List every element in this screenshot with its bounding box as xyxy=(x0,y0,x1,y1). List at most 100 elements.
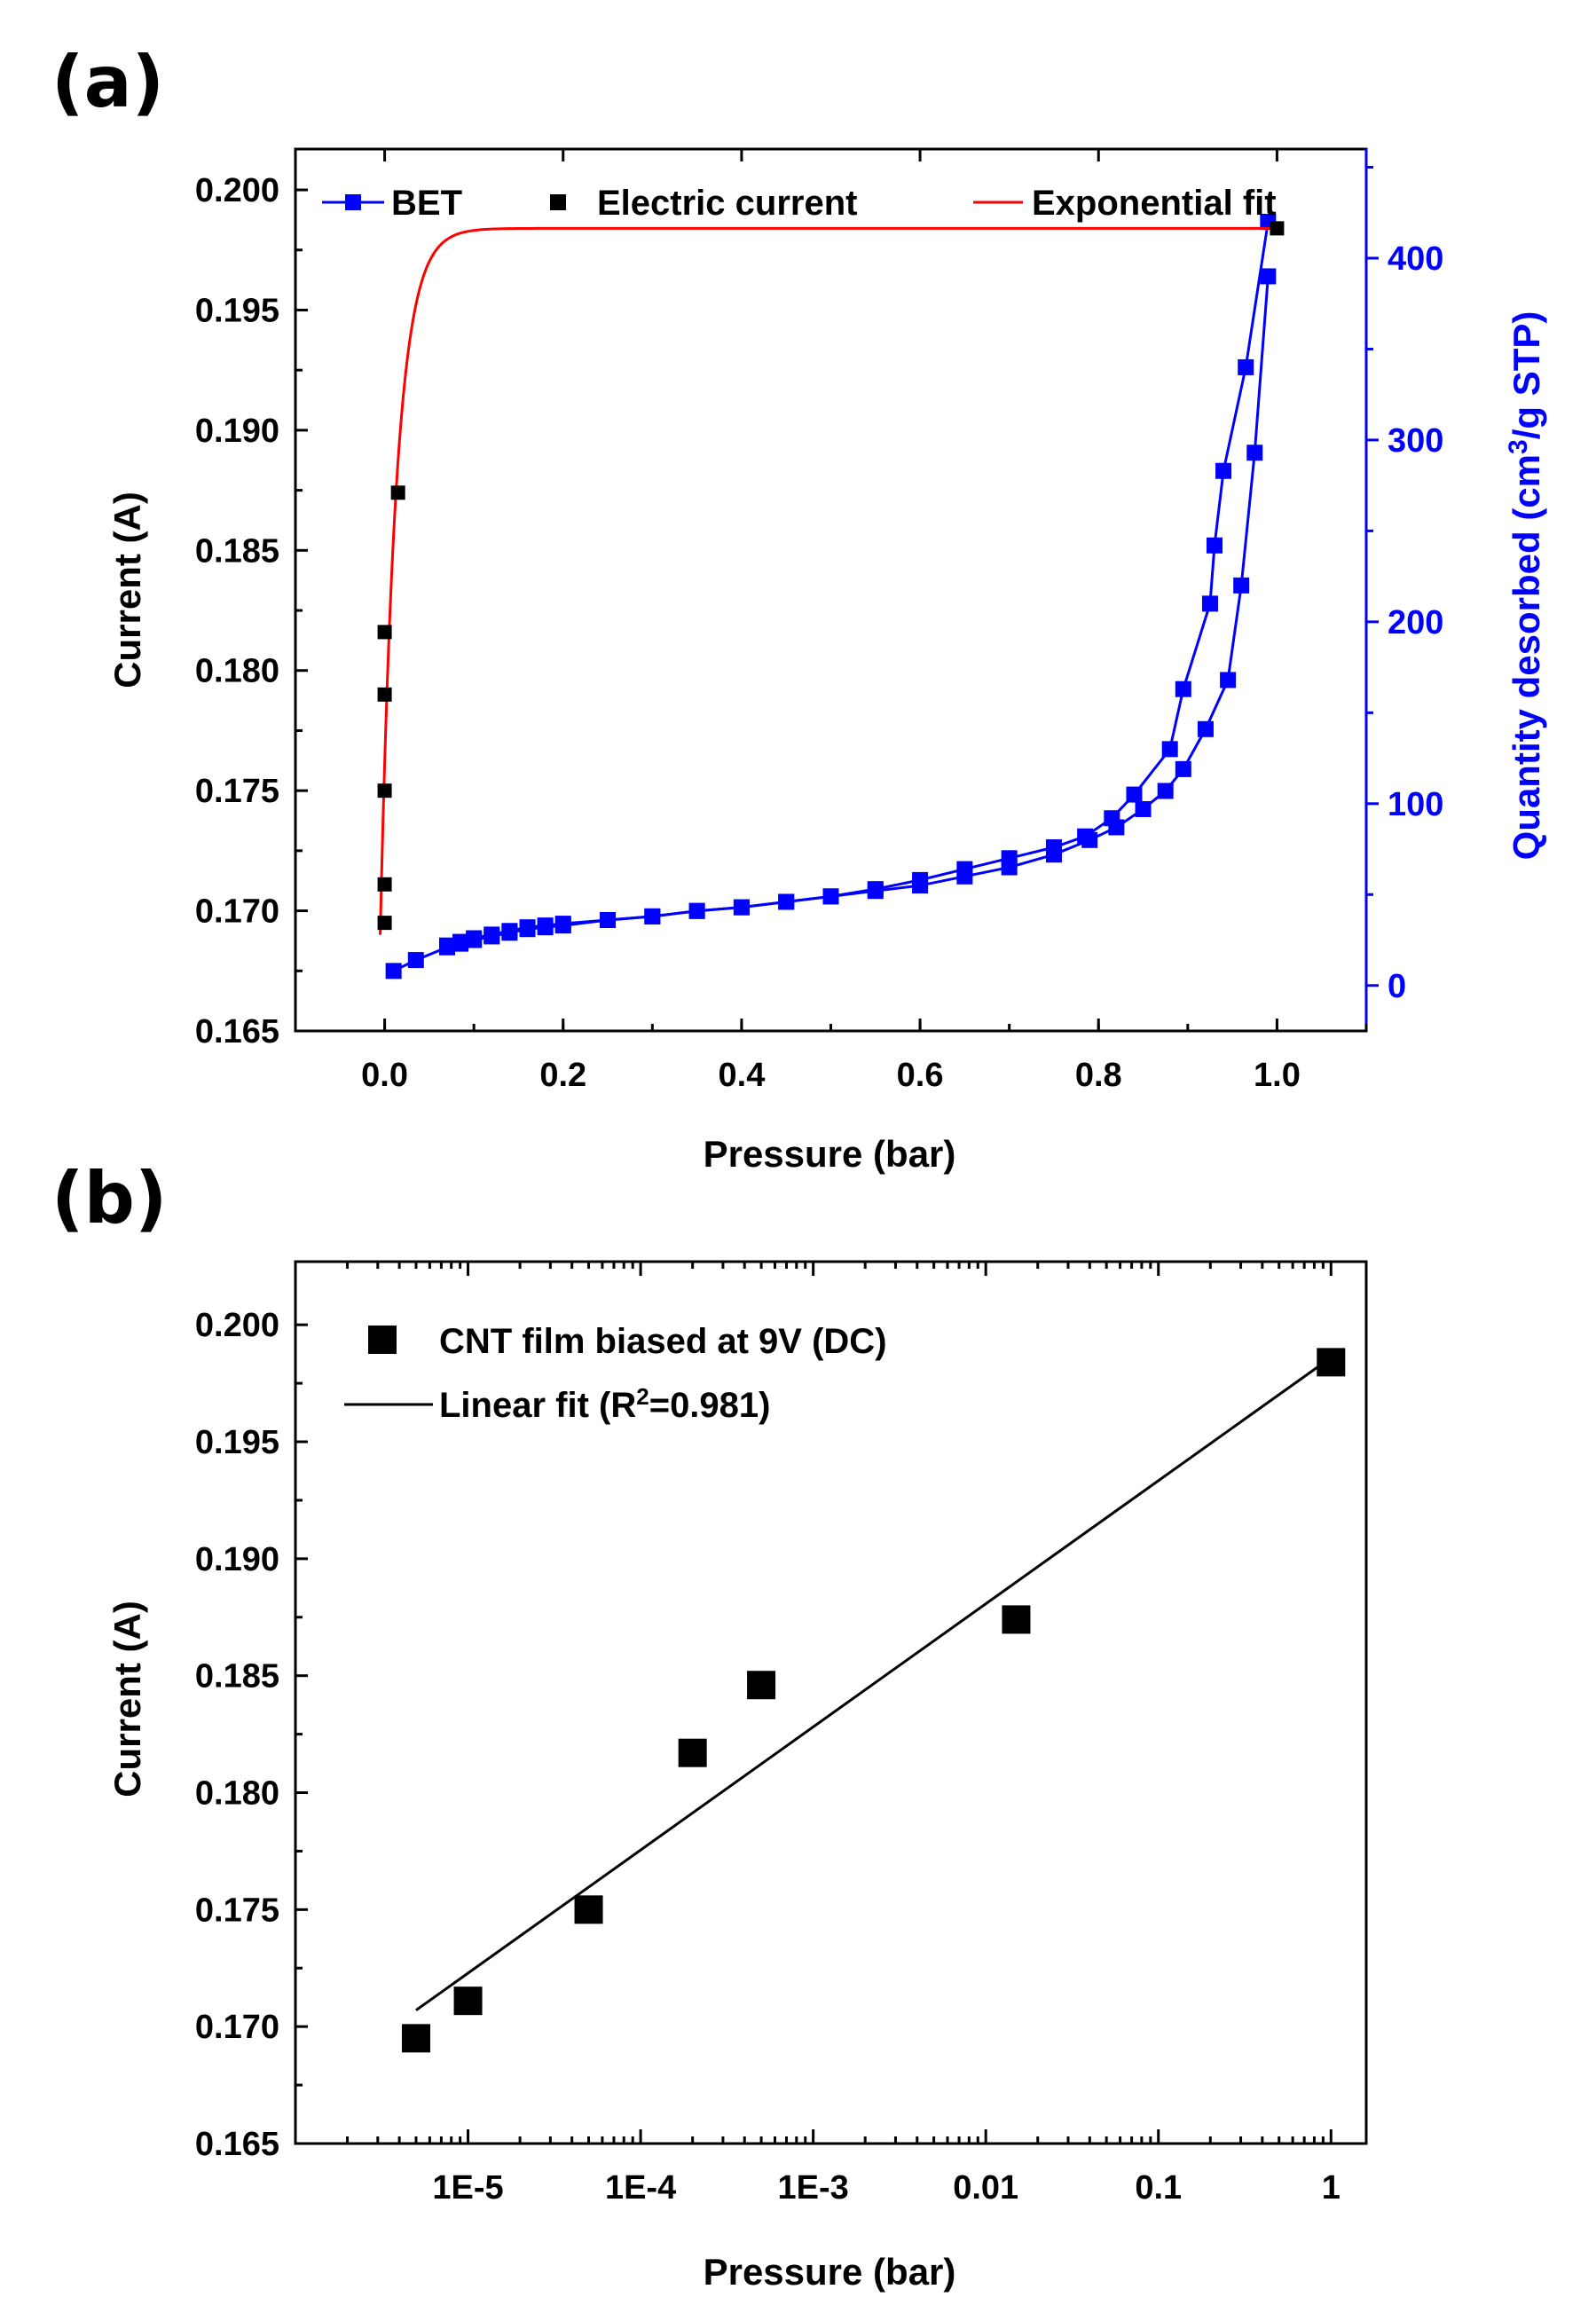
cnt-point xyxy=(1002,1605,1031,1634)
x-tick-label: 1E-5 xyxy=(432,2169,503,2207)
bet-point xyxy=(554,916,571,932)
panel-b-y-axis-label: Current (A) xyxy=(106,1601,148,1798)
bet-point xyxy=(733,899,750,916)
cnt-point xyxy=(453,1987,483,2016)
panel-b-ticks: 1E-5 1E-4 1E-3 0.01 0.1 1 0.165 0.170 0.175 0.180… xyxy=(195,1262,1340,2207)
panel-a-legend: BET Electric current Exponential fit xyxy=(322,184,1277,223)
panel-a-y-axis-label: Current (A) xyxy=(106,492,148,688)
panel-a-x-axis-label: Pressure (bar) xyxy=(704,1133,956,1175)
panel-b: (b) 1E-5 1E-4 1E-3 0.01 0.1 1 0.165 0.170 0.175 0… xyxy=(51,1157,1368,2293)
bet-point xyxy=(1175,760,1191,777)
panel-b-frame xyxy=(294,1260,1368,2145)
bet-point xyxy=(1197,720,1214,737)
legend-cnt-label: CNT film biased at 9V (DC) xyxy=(439,1322,887,1361)
x-tick-label: 0.2 xyxy=(539,1057,586,1094)
bet-point xyxy=(501,923,518,940)
y2-tick-label: 300 xyxy=(1388,422,1443,460)
y-tick-label: 0.200 xyxy=(195,1307,279,1344)
bet-point xyxy=(1260,268,1277,285)
current-point xyxy=(377,687,392,702)
panel-a-ticks: 0.0 0.2 0.4 0.6 0.8 1.0 0.165 0.170 0.175 0.180 0.… xyxy=(195,149,1443,1094)
x-tick-label: 0.01 xyxy=(953,2169,1018,2207)
y-tick-label: 0.200 xyxy=(195,172,279,209)
x-tick-label: 1 xyxy=(1322,2169,1340,2207)
bet-point xyxy=(1126,786,1143,803)
bet-point xyxy=(688,902,705,919)
x-tick-label: 0.8 xyxy=(1075,1057,1122,1094)
x-tick-label: 0.0 xyxy=(361,1057,408,1094)
panel-b-legend: CNT film biased at 9V (DC) Linear fit (R… xyxy=(344,1322,887,1425)
y-tick-label: 0.195 xyxy=(195,292,279,329)
current-point xyxy=(377,916,392,931)
current-point xyxy=(1270,221,1285,236)
current-point xyxy=(377,783,392,799)
legend-linear-fit-sup: 2 xyxy=(636,1383,649,1410)
y2-label-pre: Quantity desorbed (cm xyxy=(1506,454,1547,860)
bet-point xyxy=(1135,800,1152,817)
bet-point xyxy=(537,917,554,934)
bet-point xyxy=(1045,839,1062,856)
bet-point xyxy=(452,933,469,950)
y2-tick-label: 200 xyxy=(1388,604,1443,641)
x-tick-label: 1E-3 xyxy=(778,2169,849,2207)
bet-branch_upper-line xyxy=(446,221,1270,948)
y-tick-label: 0.185 xyxy=(195,1658,279,1695)
bet-point xyxy=(1215,462,1232,479)
legend-linear-fit-label: Linear fit (R2=0.981) xyxy=(439,1383,770,1425)
bet-point xyxy=(1175,681,1191,697)
y-tick-label: 0.170 xyxy=(195,893,279,931)
y-tick-label: 0.185 xyxy=(195,532,279,570)
bet-point xyxy=(407,952,424,969)
y2-tick-label: 100 xyxy=(1388,786,1443,823)
legend-linear-fit-pre: Linear fit (R xyxy=(439,1386,636,1425)
y-tick-label: 0.180 xyxy=(195,1775,279,1813)
exponential-fit-line xyxy=(379,226,1278,935)
y-tick-label: 0.190 xyxy=(195,1541,279,1578)
y2-tick-label: 0 xyxy=(1388,968,1406,1005)
y-tick-label: 0.165 xyxy=(195,2126,279,2163)
panel-b-x-axis-label: Pressure (bar) xyxy=(704,2251,956,2293)
panel-b-label: (b) xyxy=(51,1157,167,1239)
current-point xyxy=(390,485,405,500)
y2-label-post: /g STP) xyxy=(1506,311,1547,440)
y-tick-label: 0.175 xyxy=(195,773,279,810)
panel-a: (a) 0.0 0.2 0.4 0.6 0.8 1.0 0.165 0.170 0.175 0.1… xyxy=(51,41,1547,1175)
bet-point xyxy=(1207,537,1223,554)
y-tick-label: 0.180 xyxy=(195,653,279,690)
bet-point xyxy=(956,861,973,877)
cnt-point xyxy=(574,1895,603,1924)
cnt-point xyxy=(678,1738,707,1767)
bet-branch_lower-line xyxy=(392,276,1270,972)
x-tick-label: 0.6 xyxy=(897,1057,944,1094)
linear-fit-line xyxy=(415,1356,1333,2011)
bet-point xyxy=(1220,672,1237,688)
x-tick-label: 1.0 xyxy=(1254,1057,1301,1094)
bet-point xyxy=(822,888,839,905)
bet-point xyxy=(1201,595,1218,612)
legend-current-label: Electric current xyxy=(597,184,857,223)
bet-point xyxy=(1233,577,1250,594)
legend-cnt-marker xyxy=(368,1326,397,1354)
bet-point xyxy=(484,926,500,943)
cnt-point xyxy=(1317,1348,1346,1377)
current-point xyxy=(377,877,392,892)
bet-point xyxy=(1161,741,1178,758)
bet-point xyxy=(867,881,884,898)
y-tick-label: 0.195 xyxy=(195,1424,279,1461)
panel-a-marks xyxy=(377,213,1285,979)
bet-point xyxy=(385,963,402,979)
legend-linear-fit-post: =0.981) xyxy=(649,1386,771,1425)
bet-point xyxy=(1238,358,1254,375)
bet-point xyxy=(1157,783,1174,799)
bet-point xyxy=(1001,850,1018,867)
x-tick-label: 0.1 xyxy=(1135,2169,1182,2207)
bet-point xyxy=(519,919,536,936)
legend-bet-label: BET xyxy=(391,184,462,223)
x-tick-label: 1E-4 xyxy=(605,2169,676,2207)
bet-point xyxy=(466,930,483,947)
cnt-point xyxy=(747,1671,776,1700)
bet-point xyxy=(438,937,455,954)
bet-point xyxy=(600,911,617,928)
bet-point xyxy=(1246,445,1263,461)
y-tick-label: 0.165 xyxy=(195,1013,279,1050)
